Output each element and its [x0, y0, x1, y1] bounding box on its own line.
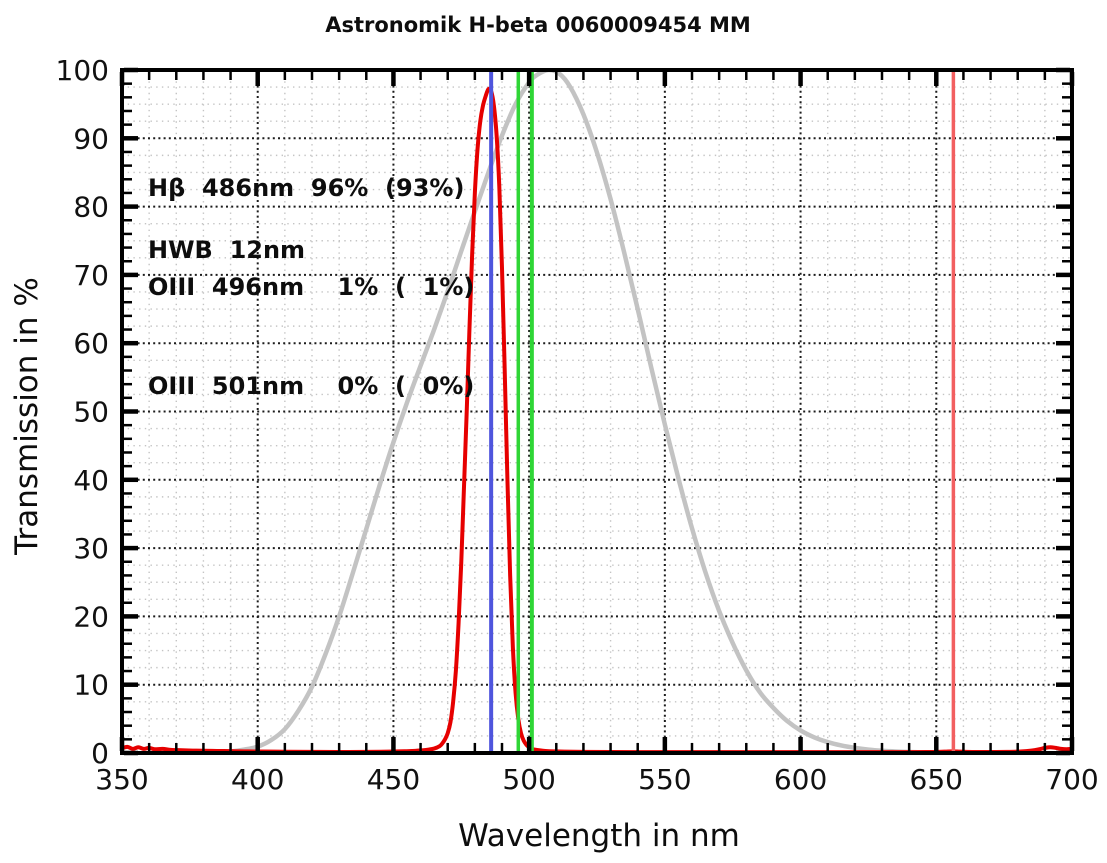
annotation-hbeta: Hβ 486nm 96% (93%) — [148, 174, 465, 202]
chart-title: Astronomik H-beta 0060009454 MM — [325, 13, 751, 37]
x-axis-label: Wavelength in nm — [458, 818, 740, 854]
annotation-oiii-501: OIII 501nm 0% ( 0%) — [148, 372, 475, 400]
axis-ticks — [119, 67, 1075, 756]
y-tick-label: 20 — [73, 600, 109, 633]
y-tick-label: 10 — [73, 669, 109, 702]
y-tick-label: 80 — [73, 191, 109, 224]
reference-lines — [489, 72, 956, 751]
y-tick-label: 50 — [73, 396, 109, 429]
y-tick-labels: 0 10 20 30 40 50 60 70 80 90 100 — [56, 54, 109, 770]
x-tick-label: 450 — [367, 763, 420, 796]
x-tick-labels: 350 400 450 500 550 600 650 700 — [95, 763, 1098, 796]
y-tick-label: 90 — [73, 122, 109, 155]
x-tick-label: 500 — [502, 763, 555, 796]
y-axis-label: Transmission in % — [9, 277, 45, 555]
y-tick-label: 70 — [73, 259, 109, 292]
y-tick-label: 30 — [73, 532, 109, 565]
x-tick-label: 550 — [638, 763, 691, 796]
annotation-oiii-496: OIII 496nm 1% ( 1%) — [148, 273, 475, 301]
y-tick-label: 0 — [91, 737, 109, 770]
y-tick-label: 40 — [73, 464, 109, 497]
series-eye-sensitivity-curve — [209, 71, 952, 752]
annotation-block: Hβ 486nm 96% (93%) OIII 496nm 1% ( 1%) O… — [148, 106, 474, 436]
y-tick-label: 100 — [56, 54, 109, 87]
x-tick-label: 400 — [231, 763, 284, 796]
axes-frame — [120, 68, 1074, 755]
grid-major — [122, 70, 1072, 753]
x-tick-label: 350 — [95, 763, 148, 796]
x-tick-label: 650 — [910, 763, 963, 796]
y-tick-label: 60 — [73, 327, 109, 360]
annotation-hwb: HWB 12nm — [148, 236, 306, 264]
x-tick-label: 700 — [1045, 763, 1098, 796]
x-tick-label: 600 — [774, 763, 827, 796]
